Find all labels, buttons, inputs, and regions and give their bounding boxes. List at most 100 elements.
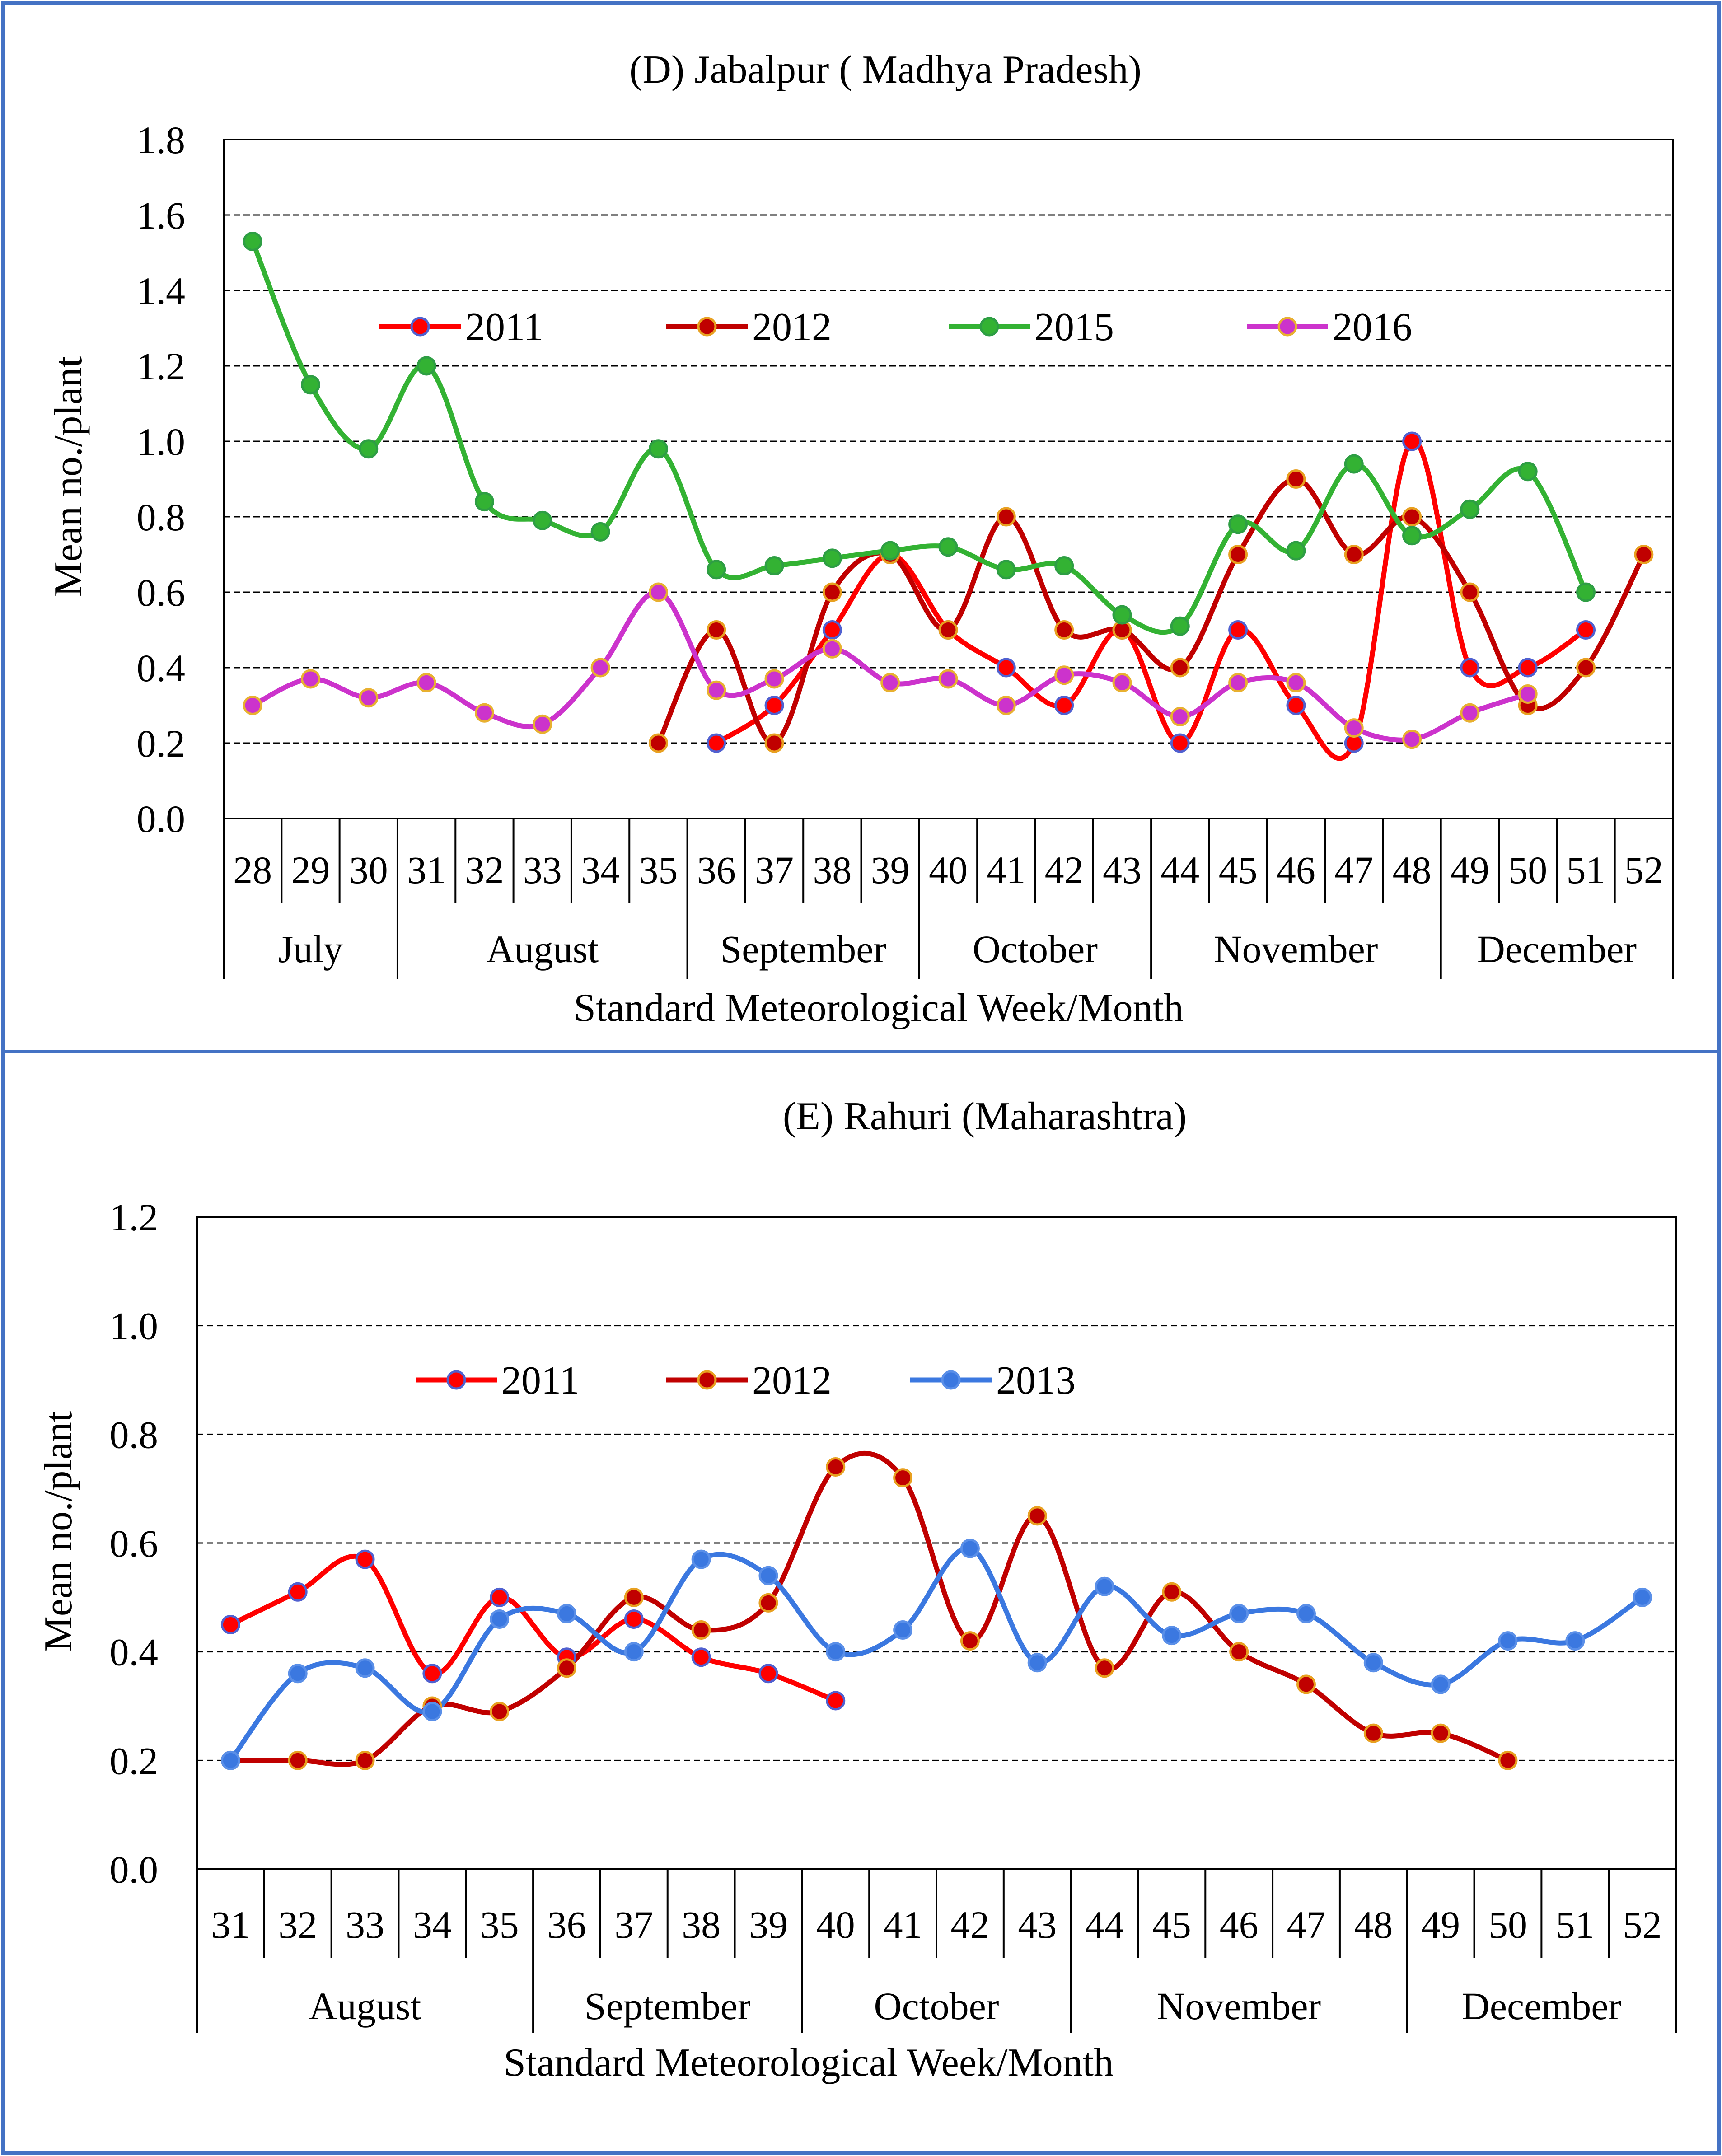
data-point-2011	[1402, 431, 1422, 451]
data-point-2015	[533, 510, 552, 530]
data-point-2012	[557, 1658, 576, 1678]
gridlines	[196, 1216, 1677, 1870]
legend-swatch-marker-2016	[1277, 317, 1297, 337]
y-tick-label: 0.4	[137, 646, 186, 690]
data-point-2011	[1460, 658, 1480, 678]
week-label: 46	[1277, 848, 1315, 892]
y-tick-label: 1.0	[110, 1305, 159, 1348]
data-point-2016	[359, 688, 379, 708]
data-point-2013	[1363, 1653, 1383, 1673]
legend-swatch-marker-2013	[941, 1370, 961, 1390]
data-point-2013	[691, 1549, 711, 1569]
week-label: 47	[1287, 1903, 1326, 1946]
data-point-2015	[1228, 514, 1248, 534]
week-label: 42	[1045, 848, 1084, 892]
week-label: 51	[1556, 1903, 1595, 1946]
data-point-2016	[996, 696, 1016, 715]
data-point-2011	[758, 1664, 778, 1684]
data-point-2012	[288, 1750, 308, 1770]
data-point-2015	[1402, 526, 1422, 546]
month-label: October	[973, 927, 1098, 971]
data-point-2015	[1460, 499, 1480, 519]
y-axis-label: Mean no./plant	[37, 1411, 80, 1652]
y-tick-label: 0.0	[110, 1848, 159, 1891]
legend-entry-2012: 2012	[752, 305, 832, 349]
data-point-2013	[1633, 1587, 1652, 1607]
data-point-2015	[938, 537, 958, 557]
series-line-2016	[250, 589, 1530, 743]
data-point-2016	[822, 639, 842, 659]
series-line-2011	[714, 438, 1588, 761]
gridlines	[223, 139, 1674, 819]
data-point-2016	[1460, 703, 1480, 723]
y-tick-label: 1.0	[137, 420, 186, 463]
data-point-2013	[1162, 1626, 1182, 1646]
data-point-2012	[1228, 545, 1248, 564]
series-line-2012	[228, 1451, 1511, 1767]
week-label: 48	[1354, 1903, 1393, 1946]
data-point-2013	[1431, 1674, 1451, 1694]
month-label: December	[1462, 1984, 1621, 2028]
legend-swatch-marker-2011	[446, 1370, 466, 1390]
data-point-2013	[826, 1642, 846, 1662]
week-label: 39	[749, 1903, 788, 1946]
week-label: 39	[871, 848, 910, 892]
data-point-2011	[996, 658, 1016, 678]
week-label: 46	[1220, 1903, 1259, 1946]
data-point-2012	[648, 733, 668, 753]
legend-swatch-marker-2015	[979, 317, 999, 337]
y-tick-label: 0.4	[110, 1631, 159, 1674]
week-label: 42	[950, 1903, 989, 1946]
legend-entry-2011: 2011	[465, 305, 543, 349]
data-point-2015	[1112, 605, 1132, 625]
data-point-2012	[1054, 620, 1074, 640]
x-axis-label: Standard Meteorological Week/Month	[574, 986, 1184, 1030]
series-lines	[228, 1451, 1645, 1767]
week-labels: 28 29 30 31 32 33 34 35 36 37 38 39 40 41 42 43 44 45 46 47…	[233, 848, 1663, 892]
month-label: November	[1214, 927, 1378, 971]
data-point-2013	[1296, 1604, 1316, 1623]
y-tick-label: 1.4	[137, 269, 186, 313]
data-point-2015	[648, 439, 668, 459]
data-point-2015	[474, 492, 494, 512]
week-label: 41	[884, 1903, 922, 1946]
data-point-2016	[533, 714, 552, 734]
data-point-2015	[764, 556, 784, 576]
week-label: 31	[407, 848, 446, 892]
week-label: 44	[1160, 848, 1199, 892]
data-point-2011	[1228, 620, 1248, 640]
data-point-2015	[1170, 616, 1190, 636]
data-point-2015	[1286, 541, 1306, 561]
data-point-2016	[1402, 730, 1422, 749]
axes	[196, 1869, 1677, 2033]
legend-swatch-marker-2011	[410, 317, 430, 337]
y-tick-label: 0.8	[137, 496, 186, 539]
month-label: September	[585, 1984, 751, 2028]
month-label: December	[1477, 927, 1637, 971]
data-point-2011	[822, 620, 842, 640]
month-label: September	[720, 927, 886, 971]
data-point-2011	[624, 1609, 644, 1629]
week-label: 40	[929, 848, 968, 892]
y-tick-label: 0.2	[110, 1739, 159, 1782]
data-point-2012	[1095, 1658, 1114, 1678]
data-point-2016	[1518, 684, 1538, 704]
data-point-2013	[1095, 1576, 1114, 1596]
y-tick-label: 1.8	[137, 118, 186, 162]
month-label: August	[487, 927, 599, 971]
data-point-2012	[1162, 1582, 1182, 1602]
y-tick-label: 1.6	[137, 194, 186, 237]
week-label: 35	[639, 848, 678, 892]
week-label: 47	[1334, 848, 1373, 892]
data-point-2015	[1054, 556, 1074, 576]
data-point-2012	[938, 620, 958, 640]
data-point-2015	[880, 541, 900, 561]
data-point-2012	[758, 1593, 778, 1613]
data-point-2016	[590, 658, 610, 678]
week-label: 48	[1393, 848, 1432, 892]
data-point-2012	[1027, 1506, 1047, 1526]
week-label: 38	[682, 1903, 721, 1946]
data-point-2011	[1518, 658, 1538, 678]
data-point-2012	[624, 1587, 644, 1607]
week-label: 49	[1421, 1903, 1460, 1946]
